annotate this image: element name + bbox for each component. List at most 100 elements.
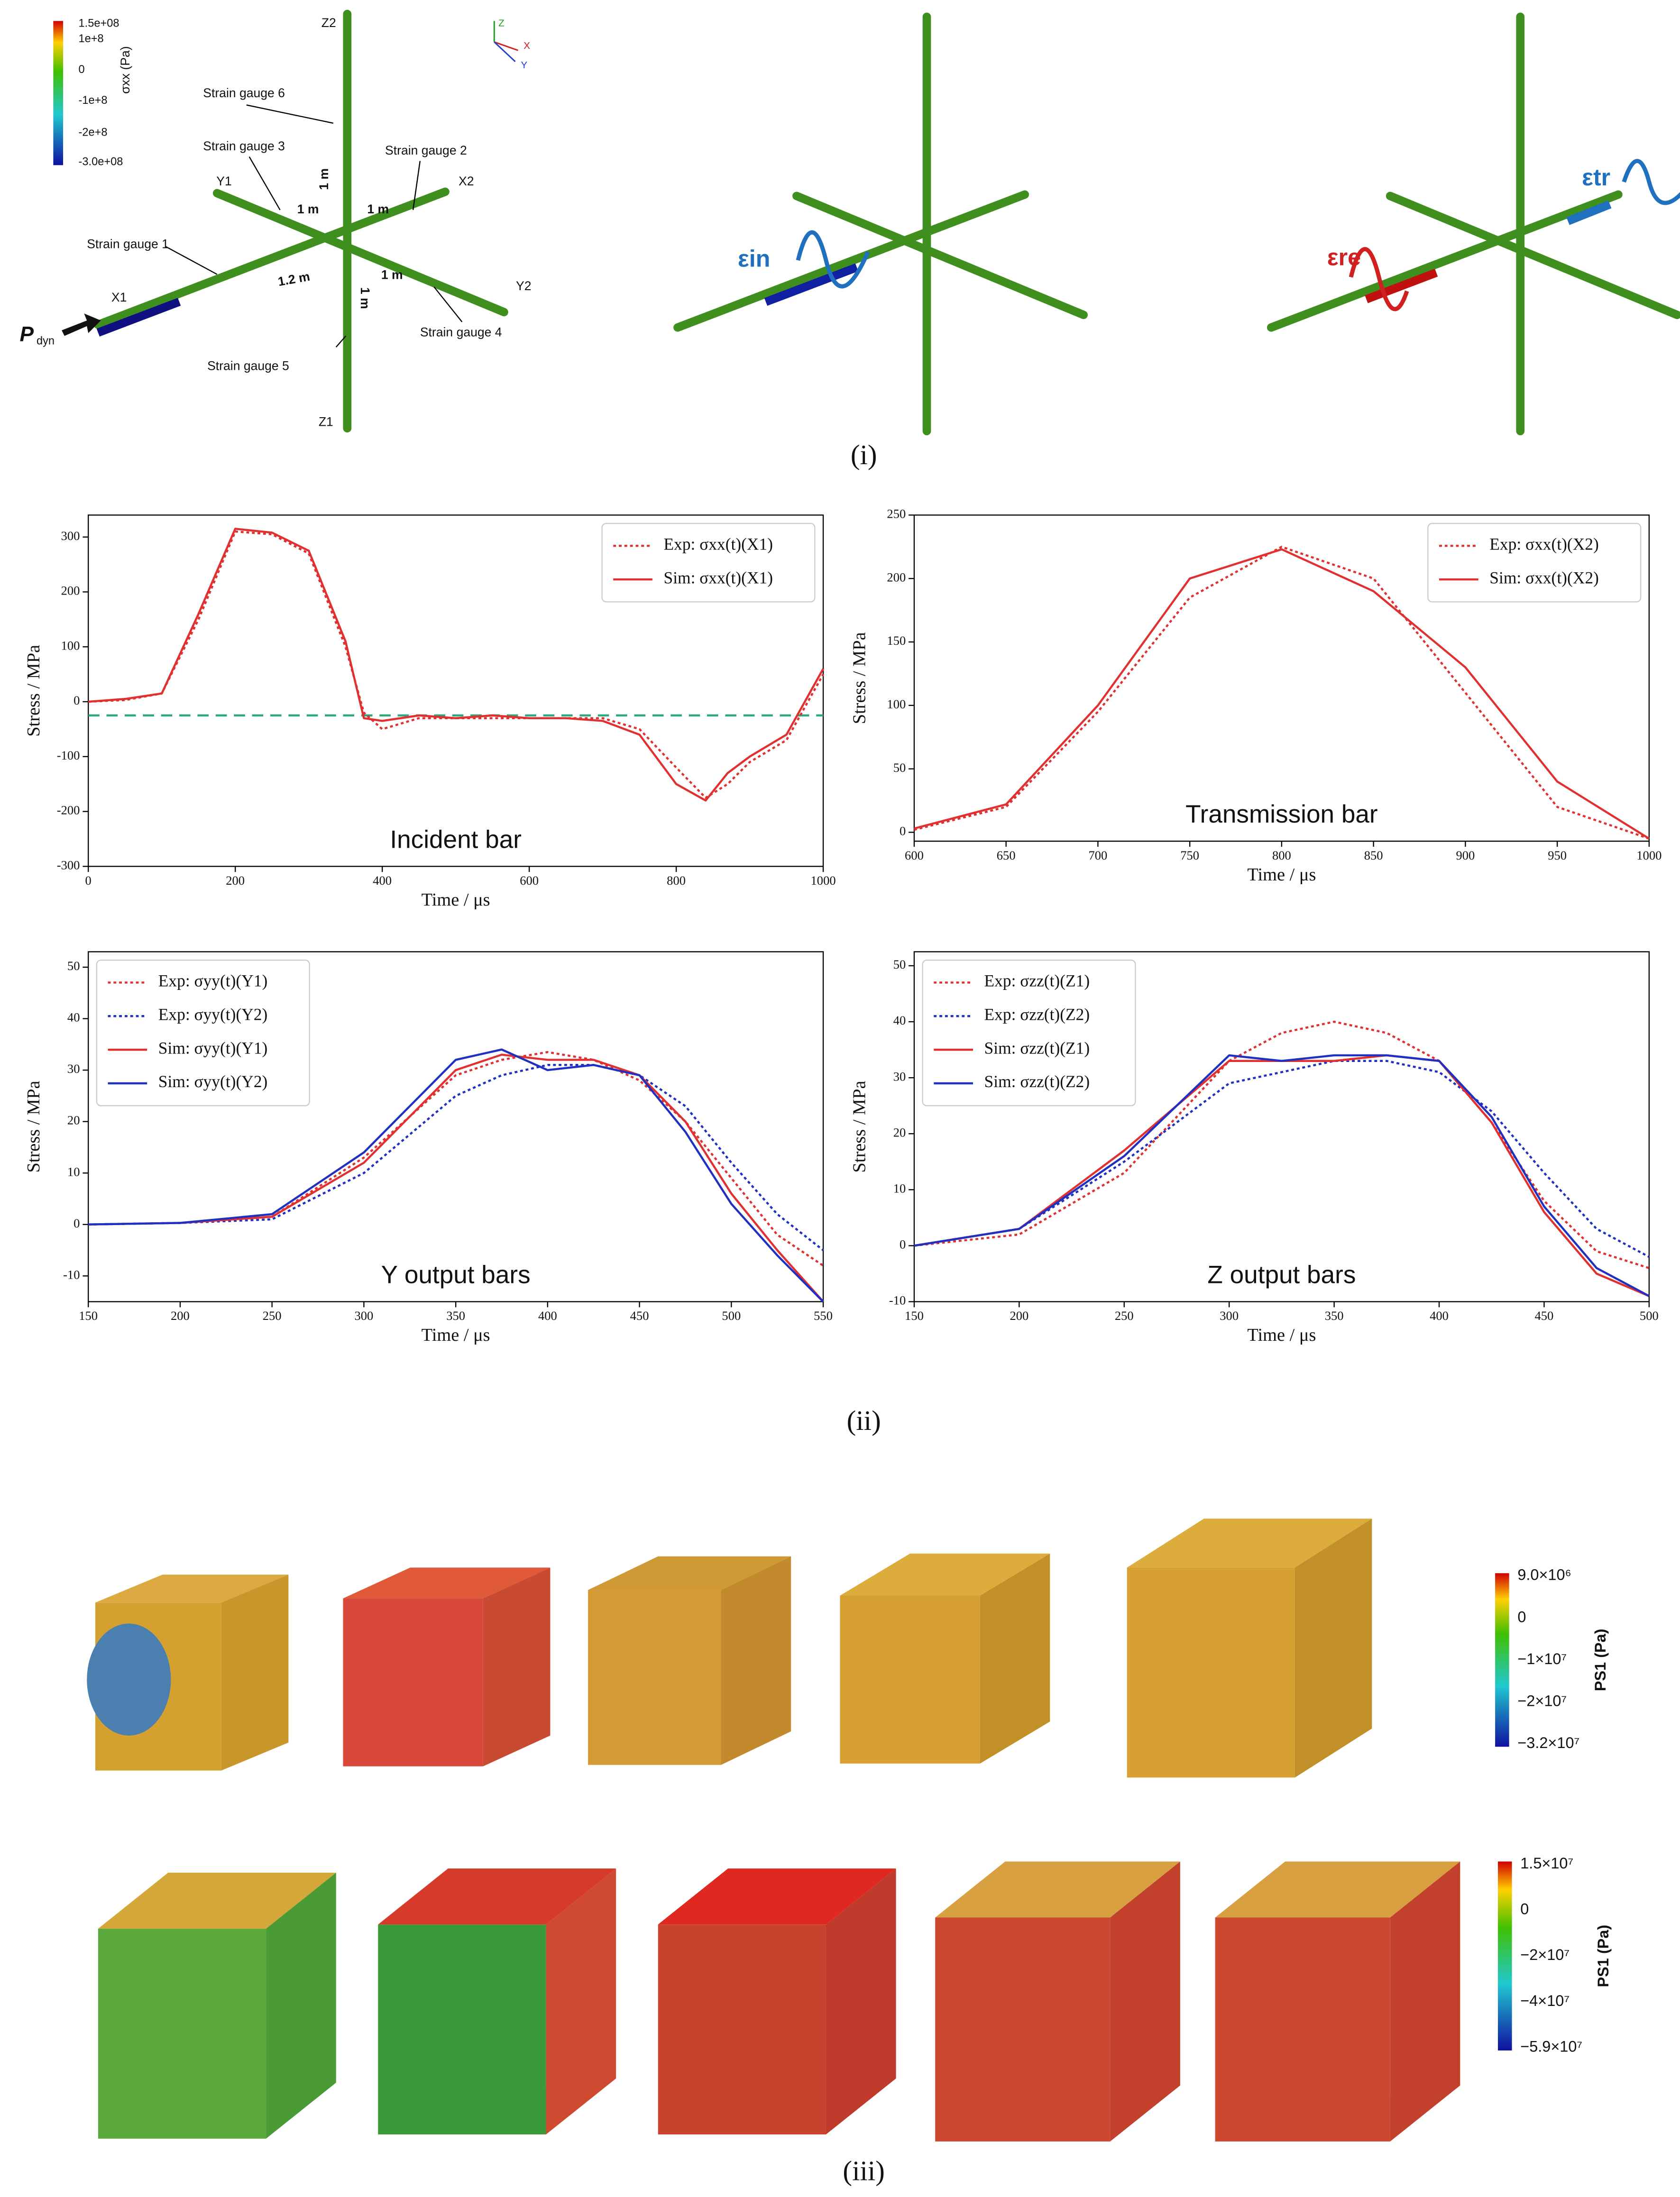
legend-box bbox=[601, 522, 816, 603]
cube-top bbox=[658, 1868, 896, 1925]
cube-top bbox=[98, 1873, 336, 1929]
bar bbox=[1267, 190, 1623, 332]
triad-axis bbox=[494, 41, 516, 62]
x-tick-label: 750 bbox=[1180, 848, 1199, 862]
leader bbox=[165, 246, 218, 275]
bar bbox=[93, 187, 450, 329]
y-tick-label: 10 bbox=[67, 1164, 80, 1179]
bar bbox=[673, 190, 1029, 332]
triad-label: Y bbox=[521, 60, 527, 71]
colorbar-tick-label: −4×10⁷ bbox=[1520, 1992, 1570, 2009]
series-line bbox=[88, 1053, 824, 1302]
distance-label: 1.2 m bbox=[277, 269, 311, 289]
legend-label: Sim: σxx(t)(X1) bbox=[664, 568, 773, 587]
series-line bbox=[914, 548, 1650, 840]
bar-label: Y2 bbox=[516, 279, 531, 293]
plot-frame bbox=[913, 951, 1650, 1302]
panel-label: (ii) bbox=[847, 1405, 881, 1436]
annotation: Z output bars bbox=[1207, 1261, 1356, 1289]
triad-label: X bbox=[523, 40, 530, 51]
triad-axis bbox=[494, 41, 518, 51]
colorbar-tick-label: 1.5e+08 bbox=[79, 17, 119, 29]
x-tick-label: 600 bbox=[520, 873, 539, 888]
distance-label: 1 m bbox=[317, 168, 331, 190]
series-line bbox=[88, 528, 825, 802]
y-tick-label: -100 bbox=[57, 748, 80, 762]
distance-label: 1 m bbox=[297, 202, 319, 216]
colorbar-tick-label: 0 bbox=[1520, 1901, 1529, 1918]
series-line bbox=[88, 530, 825, 799]
y-tick-label: -300 bbox=[57, 858, 80, 872]
cube-side bbox=[483, 1567, 551, 1767]
y-tick-label: 20 bbox=[893, 1125, 906, 1139]
colorbar-tick-label: 1.5×10⁷ bbox=[1520, 1855, 1573, 1872]
series-line bbox=[88, 1051, 824, 1267]
cube-top bbox=[1127, 1519, 1372, 1568]
bar bbox=[792, 192, 1088, 320]
y-axis-label: Stress / MPa bbox=[24, 1081, 44, 1173]
x-tick-label: 350 bbox=[1325, 1309, 1344, 1323]
series-line bbox=[914, 1054, 1650, 1297]
cube-top bbox=[935, 1861, 1180, 1918]
wave bbox=[1622, 159, 1680, 205]
y-tick-label: 10 bbox=[893, 1181, 906, 1195]
cube-front bbox=[1127, 1567, 1295, 1778]
x-tick-label: 400 bbox=[538, 1309, 557, 1323]
gauge-label: Strain gauge 4 bbox=[420, 325, 502, 339]
y-tick-label: 300 bbox=[61, 529, 80, 543]
cube-side bbox=[1110, 1861, 1180, 2142]
x-tick-label: 450 bbox=[1535, 1309, 1554, 1323]
x-tick-label: 0 bbox=[85, 873, 92, 888]
y-axis-label: Stress / MPa bbox=[850, 632, 870, 724]
colorbar-tick-label: 1e+8 bbox=[79, 33, 104, 45]
y-tick-label: 200 bbox=[887, 570, 906, 584]
cube-top bbox=[1215, 1861, 1460, 1918]
bar bbox=[212, 189, 508, 317]
wave-label: εin bbox=[738, 245, 770, 272]
y-tick-label: 0 bbox=[73, 693, 80, 707]
colorbar-tick-label: -1e+8 bbox=[79, 94, 108, 107]
cube-side bbox=[1294, 1519, 1372, 1778]
x-axis-label: Time / μs bbox=[422, 890, 490, 910]
y-tick-label: 40 bbox=[893, 1013, 906, 1027]
y-tick-label: 20 bbox=[67, 1113, 80, 1127]
legend-label: Sim: σzz(t)(Z1) bbox=[984, 1038, 1090, 1057]
x-tick-label: 800 bbox=[667, 873, 686, 888]
y-tick-label: 30 bbox=[893, 1069, 906, 1083]
load-sub: dyn bbox=[37, 335, 55, 348]
x-tick-label: 300 bbox=[1220, 1309, 1239, 1323]
y-axis-label: Stress / MPa bbox=[850, 1081, 870, 1173]
colorbar-tick-label: -2e+8 bbox=[79, 127, 108, 139]
wave-label: εtr bbox=[1582, 164, 1610, 191]
colorbar-tick-label: −1×10⁷ bbox=[1517, 1650, 1567, 1667]
colorbar-tick-label: -3.0e+08 bbox=[79, 156, 123, 168]
legend-box bbox=[96, 960, 310, 1107]
x-tick-label: 250 bbox=[1115, 1309, 1134, 1323]
cube-side bbox=[980, 1553, 1050, 1764]
y-tick-label: 150 bbox=[887, 633, 906, 648]
bar bbox=[1386, 192, 1680, 320]
colorbar-tick-label: −2×10⁷ bbox=[1520, 1946, 1570, 1963]
series-line bbox=[914, 1060, 1650, 1258]
legend-label: Exp: σxx(t)(X1) bbox=[664, 534, 773, 553]
bar-label: Z1 bbox=[319, 415, 333, 429]
colorbar bbox=[1495, 1573, 1509, 1747]
series-line bbox=[88, 1048, 824, 1303]
bar-label: Y1 bbox=[216, 174, 231, 188]
colorbar-title: PS1 (Pa) bbox=[1592, 1629, 1609, 1691]
distance-label: 1 m bbox=[381, 268, 403, 282]
colorbar-tick-label: 0 bbox=[1517, 1608, 1526, 1625]
x-axis-label: Time / μs bbox=[1247, 865, 1316, 885]
bar-label: X2 bbox=[459, 174, 474, 188]
colorbar-tick-label: 0 bbox=[79, 64, 85, 76]
stress-pulse bbox=[764, 263, 859, 306]
y-tick-label: 40 bbox=[67, 1010, 80, 1025]
cube-front bbox=[98, 1929, 266, 2139]
x-tick-label: 550 bbox=[814, 1309, 833, 1323]
leader bbox=[246, 104, 334, 124]
x-axis-label: Time / μs bbox=[1247, 1325, 1316, 1345]
triad-label: Z bbox=[498, 18, 505, 29]
x-tick-label: 300 bbox=[354, 1309, 373, 1323]
cube-top bbox=[378, 1868, 616, 1925]
x-tick-label: 350 bbox=[446, 1309, 465, 1323]
